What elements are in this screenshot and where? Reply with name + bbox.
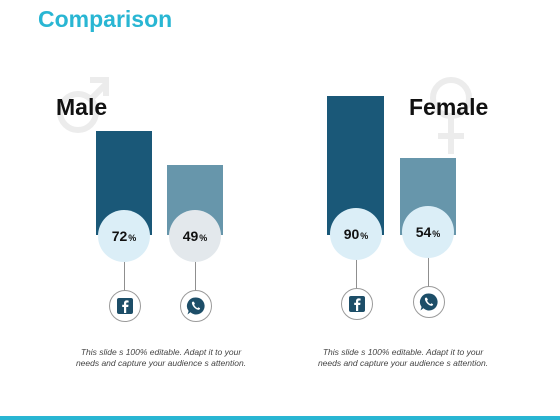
female-panel: Female 90% 54% This slide s 100% editabl… [278, 60, 528, 380]
page-title: Comparison [38, 6, 173, 32]
percent-sign: % [128, 232, 137, 243]
male-stem-whatsapp [195, 260, 196, 294]
male-stem-facebook [124, 260, 125, 294]
male-caption-line-1: This slide s 100% editable. Adapt it to … [80, 347, 242, 357]
female-caption-line-2: needs and capture your audience s attent… [317, 358, 489, 368]
percent-sign: % [432, 228, 441, 239]
female-value-facebook: 90% [330, 208, 382, 260]
whatsapp-icon [419, 293, 438, 311]
male-label: Male [56, 94, 108, 120]
male-symbol-icon [57, 77, 109, 133]
percent-sign: % [199, 232, 208, 243]
bottom-accent-stripe [0, 416, 560, 420]
male-facebook-icon-ring [109, 290, 141, 322]
male-caption: This slide s 100% editable. Adapt it to … [46, 347, 276, 369]
male-value-facebook: 72% [98, 210, 150, 262]
female-caption-line-1: This slide s 100% editable. Adapt it to … [322, 347, 484, 357]
male-panel: Male 72% 49% This slide s 100% editable.… [28, 60, 278, 380]
whatsapp-icon [186, 297, 205, 315]
female-facebook-icon-ring [341, 288, 373, 320]
female-whatsapp-icon-ring [413, 286, 445, 318]
male-value-whatsapp-number: 49 [182, 228, 199, 244]
percent-sign: % [360, 230, 369, 241]
female-value-whatsapp: 54% [402, 206, 454, 258]
female-stem-facebook [356, 256, 357, 294]
female-value-facebook-number: 90 [343, 226, 360, 242]
female-stem-whatsapp [428, 256, 429, 290]
female-symbol-icon [430, 77, 472, 154]
male-value-whatsapp: 49% [169, 210, 221, 262]
male-whatsapp-icon-ring [180, 290, 212, 322]
male-caption-line-2: needs and capture your audience s attent… [75, 358, 247, 368]
facebook-icon [117, 298, 133, 314]
female-value-whatsapp-number: 54 [415, 224, 432, 240]
male-value-facebook-number: 72 [111, 228, 128, 244]
facebook-icon [349, 296, 365, 312]
female-caption: This slide s 100% editable. Adapt it to … [288, 347, 518, 369]
female-label: Female [409, 94, 489, 120]
